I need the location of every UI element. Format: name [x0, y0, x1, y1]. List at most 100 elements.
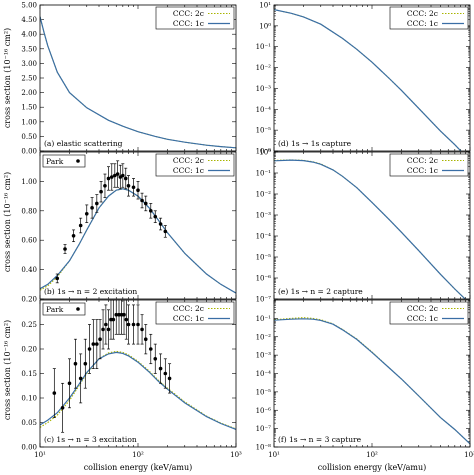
y-tick-label: 10⁰	[259, 149, 271, 157]
y-axis-label-a: cross section (10⁻¹⁶ cm²)	[3, 28, 12, 128]
series-line-ccc-1c	[274, 159, 467, 299]
series-line-ccc-2c	[274, 317, 470, 445]
data-point	[131, 322, 136, 327]
data-point	[153, 214, 158, 219]
legend-label-ccc-1c: CCC: 1c	[173, 19, 204, 28]
plot-frame	[39, 151, 237, 300]
data-point	[140, 327, 144, 332]
legend-park-box	[42, 154, 86, 168]
y-tick-label: 10⁻⁸	[256, 444, 272, 452]
x-tick-label: 10¹	[268, 451, 280, 459]
y-tick-label: 4.50	[21, 16, 37, 24]
data-point	[136, 188, 140, 193]
x-tick-label: 10³	[464, 451, 474, 459]
y-tick-label: 10⁻⁶	[256, 148, 272, 156]
data-point	[91, 342, 96, 346]
y-tick-label: 10⁻⁴	[256, 370, 272, 378]
data-point	[63, 247, 67, 251]
plot-frame	[273, 299, 471, 448]
plot-frame	[39, 299, 237, 448]
x-tick-label: 10³	[230, 451, 242, 459]
legend-park: Park	[42, 154, 86, 168]
data-point	[101, 327, 105, 332]
y-tick-label: 10⁻¹	[256, 315, 272, 323]
y-tick-label: 10⁻⁴	[256, 233, 272, 241]
data-point	[73, 361, 78, 366]
data-point	[143, 201, 148, 206]
data-point	[104, 322, 108, 327]
y-tick-label: 0.40	[21, 266, 37, 274]
data-point	[60, 406, 65, 410]
panel-label-b: (b) 1s → n = 2 excitation	[44, 287, 137, 296]
series-layer	[274, 317, 470, 445]
data-point	[131, 185, 136, 190]
data-point	[106, 327, 111, 332]
data-point	[113, 173, 117, 178]
legend-label-ccc-1c: CCC: 1c	[407, 314, 438, 323]
data-point	[78, 376, 83, 381]
panel-e: 10⁰ 10⁻¹ 10⁻² 10⁻³ 10⁻⁴ 10⁻⁵ 10⁻⁶ 10⁻⁷ CCC: 2cCC…	[256, 149, 471, 304]
y-tick-label: 10⁻⁶	[256, 407, 272, 415]
legend-label-ccc-2c: CCC: 2c	[173, 9, 204, 18]
legend-label-ccc-2c: CCC: 2c	[173, 156, 204, 165]
y-tick-label: 10⁻²	[256, 191, 272, 199]
y-tick-label: 10⁻²	[256, 333, 272, 341]
legend-label-park: Park	[46, 157, 64, 166]
legend-label-ccc-1c: CCC: 1c	[407, 19, 438, 28]
data-point	[55, 276, 60, 281]
series-layer	[274, 159, 467, 299]
y-tick-label: 10⁻⁵	[256, 254, 272, 262]
y-tick-label: 10⁻⁴	[256, 106, 272, 114]
series-line-ccc-1c	[274, 318, 470, 445]
y-tick-label: 10⁻⁶	[256, 275, 272, 283]
panel-label-c: (c) 1s → n = 3 excitation	[44, 435, 137, 444]
y-tick-label: 10⁻⁷	[256, 425, 272, 433]
data-point	[140, 198, 144, 203]
y-tick-label: 10⁻⁷	[256, 296, 272, 304]
y-tick-label: 10⁰	[259, 22, 271, 30]
data-point	[90, 206, 94, 210]
data-point	[52, 391, 57, 395]
data-point	[67, 381, 72, 386]
data-point	[126, 184, 131, 188]
y-axis-label-c: cross section (10⁻¹⁶ cm²)	[3, 320, 12, 420]
data-point	[148, 347, 153, 351]
y-tick-label: 4.00	[21, 31, 37, 39]
panel-d: 10¹ 10⁰ 10⁻¹ 10⁻² 10⁻³ 10⁻⁴ 10⁻⁵ 10⁻⁶ CCC: 2cCCC…	[256, 2, 471, 156]
legend-label-ccc-2c: CCC: 2c	[407, 156, 438, 165]
data-point	[103, 184, 107, 188]
x-tick-label: 10¹	[34, 451, 46, 459]
legend-label-ccc-2c: CCC: 2c	[407, 9, 438, 18]
y-tick-label: 10⁻³	[256, 352, 272, 360]
y-tick-label: 2.00	[21, 89, 37, 97]
y-tick-label: 0.50	[21, 133, 37, 141]
y-tick-label: 2.50	[21, 75, 37, 83]
data-point	[83, 361, 88, 366]
data-point	[167, 376, 172, 381]
y-tick-label: 10¹	[259, 2, 271, 10]
data-point	[84, 211, 89, 216]
plot-frame	[273, 151, 471, 300]
y-tick-label: 3.50	[21, 45, 37, 53]
y-tick-label: 0.80	[21, 207, 37, 215]
y-axis-label-b: cross section (10⁻¹⁶ cm²)	[3, 172, 12, 272]
legend-label-ccc-1c: CCC: 1c	[173, 314, 204, 323]
y-tick-label: 10⁻⁵	[256, 388, 272, 396]
data-point	[117, 312, 121, 317]
y-tick-label: 0.25	[21, 321, 37, 329]
data-point	[95, 201, 99, 206]
panels-layer: 0.00 0.50 1.00 1.50 2.00 2.50 3.00 3.50 4.00 4.50…	[21, 2, 474, 460]
legend-marker-park	[76, 307, 80, 311]
data-point	[71, 233, 76, 238]
data-point	[158, 366, 163, 371]
y-tick-label: 0.15	[21, 370, 37, 378]
legend-label-ccc-1c: CCC: 1c	[407, 166, 438, 175]
series-line-ccc-1c	[40, 16, 236, 149]
legend-park: Park	[42, 302, 86, 316]
y-tick-label: 5.00	[21, 2, 37, 10]
plot-frame	[39, 4, 237, 152]
data-point	[114, 312, 119, 317]
